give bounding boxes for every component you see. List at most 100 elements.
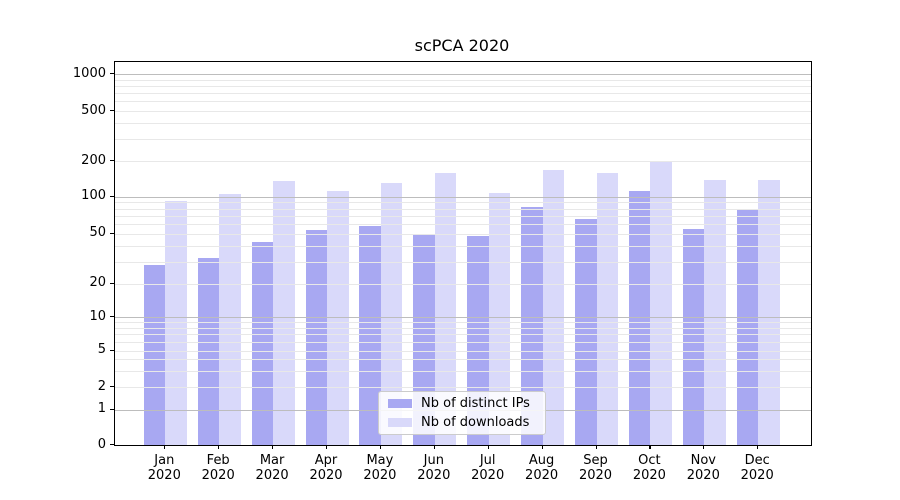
- gridline-minor: [115, 123, 811, 125]
- bar-ips-apr: [305, 229, 327, 445]
- bar-downloads-jan: [165, 201, 187, 445]
- bar-downloads-aug: [542, 169, 565, 445]
- x-tick-label-aug: Aug 2020: [525, 453, 559, 483]
- x-tick-mark: [595, 445, 597, 449]
- x-tick-mark: [379, 445, 382, 449]
- y-tick-mark: [110, 195, 114, 197]
- y-tick-label: 10: [89, 308, 106, 324]
- x-tick-label-jan: Jan 2020: [147, 453, 181, 483]
- x-tick-mark: [703, 445, 705, 449]
- x-tick-mark: [272, 445, 274, 449]
- y-tick-mark: [110, 316, 114, 318]
- y-tick-mark: [110, 110, 114, 112]
- x-tick-label-feb: Feb 2020: [201, 453, 235, 483]
- bar-downloads-jun: [434, 172, 457, 445]
- gridline-minor: [115, 327, 811, 329]
- bar-downloads-oct: [650, 161, 672, 445]
- gridline-minor: [115, 101, 811, 103]
- legend-label-ips: Nb of distinct IPs: [421, 396, 530, 411]
- gridline-minor: [115, 341, 811, 343]
- x-tick-label-nov: Nov 2020: [686, 453, 720, 483]
- y-tick-mark: [110, 232, 114, 234]
- chart-title: scPCA 2020: [414, 36, 510, 55]
- bar-ips-dec: [736, 208, 759, 445]
- x-tick-label-dec: Dec 2020: [740, 453, 774, 483]
- gridline-minor: [115, 79, 811, 81]
- y-tick-mark: [110, 282, 114, 284]
- gridline-minor: [115, 370, 811, 372]
- legend-item-downloads: Nb of downloads: [388, 415, 545, 430]
- y-tick-label: 5: [97, 342, 106, 357]
- y-tick-label: 50: [89, 225, 106, 241]
- gridline-minor: [115, 86, 811, 88]
- gridline-minor: [115, 261, 811, 263]
- y-tick-mark: [110, 408, 114, 410]
- bar-downloads-may: [380, 183, 403, 445]
- y-tick-label: 100: [81, 188, 106, 204]
- y-tick-mark: [110, 386, 114, 388]
- x-tick-mark: [326, 445, 328, 449]
- y-tick-label: 500: [81, 102, 106, 118]
- gridline-minor: [115, 387, 811, 388]
- gridline-minor: [115, 233, 811, 235]
- bar-downloads-mar: [273, 181, 295, 445]
- legend-label-downloads: Nb of downloads: [421, 415, 530, 430]
- bar-downloads-sep: [596, 173, 618, 445]
- bar-downloads-jul: [488, 193, 511, 445]
- y-tick-label: 0: [97, 436, 106, 452]
- x-tick-mark: [541, 445, 543, 449]
- gridline-minor: [115, 334, 811, 336]
- gridline-minor: [115, 245, 811, 247]
- bar-ips-aug: [521, 206, 543, 445]
- y-tick-mark: [110, 349, 114, 351]
- x-tick-label-oct: Oct 2020: [632, 453, 666, 483]
- y-tick-label: 1000: [72, 65, 106, 81]
- x-tick-label-jul: Jul 2020: [471, 453, 505, 483]
- y-tick-label: 200: [81, 152, 106, 168]
- y-tick-label: 20: [89, 275, 106, 291]
- bar-ips-nov: [682, 228, 705, 445]
- bar-downloads-feb: [219, 194, 241, 445]
- gridline-minor: [115, 208, 811, 210]
- legend-item-distinct-ips: Nb of distinct IPs: [388, 396, 545, 411]
- gridline-major: [115, 317, 811, 318]
- bar-ips-may: [359, 225, 381, 445]
- gridline-minor: [115, 161, 811, 162]
- y-tick-label: 1: [97, 401, 106, 416]
- y-tick-mark: [110, 444, 114, 446]
- gridline-major: [115, 196, 811, 198]
- bar-ips-jan: [143, 265, 166, 445]
- gridline-minor: [115, 223, 811, 225]
- bar-downloads-dec: [758, 179, 780, 445]
- x-tick-mark: [433, 445, 435, 449]
- bar-downloads-nov: [704, 180, 726, 445]
- gridline-minor: [115, 350, 811, 352]
- x-tick-mark: [649, 445, 651, 449]
- legend: Nb of distinct IPs Nb of downloads: [378, 391, 546, 435]
- y-tick-mark: [110, 73, 114, 75]
- x-tick-label-apr: Apr 2020: [309, 453, 343, 483]
- gridline-minor: [115, 93, 811, 95]
- gridline-minor: [115, 359, 811, 361]
- legend-swatch-downloads: [388, 418, 412, 427]
- gridline-minor: [115, 215, 811, 217]
- gridline-minor: [115, 322, 811, 324]
- y-tick-mark: [110, 160, 114, 162]
- bar-ips-mar: [251, 241, 274, 445]
- gridline-minor: [115, 138, 811, 140]
- gridline-minor: [115, 111, 811, 112]
- legend-swatch-ips: [388, 399, 412, 408]
- x-tick-mark: [757, 445, 759, 449]
- x-tick-label-sep: Sep 2020: [578, 453, 613, 483]
- x-tick-label-jun: Jun 2020: [417, 453, 451, 483]
- gridline-minor: [115, 283, 811, 285]
- x-tick-label-mar: Mar 2020: [255, 453, 289, 483]
- bar-ips-sep: [575, 218, 597, 445]
- bar-ips-feb: [197, 258, 220, 445]
- x-tick-mark: [164, 445, 166, 449]
- gridline-major: [115, 74, 811, 76]
- y-tick-label: 2: [97, 378, 106, 394]
- plot-area: [114, 61, 812, 446]
- x-tick-label-may: May 2020: [363, 453, 397, 483]
